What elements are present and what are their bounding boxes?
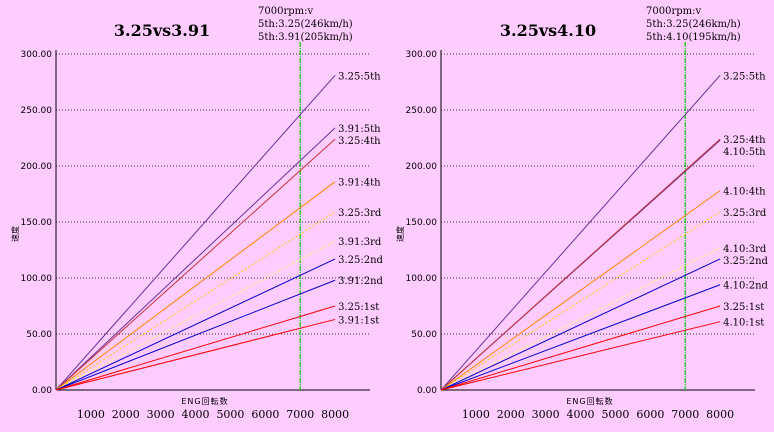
y-tick-label: 0.00 xyxy=(417,386,437,396)
series-label: 3.25:2nd xyxy=(338,255,383,266)
series-line xyxy=(440,321,721,391)
series-line xyxy=(55,305,336,391)
series-label: 3.25:5th xyxy=(338,71,381,82)
x-tick-label: 8000 xyxy=(706,408,734,421)
y-tick-label: 250.00 xyxy=(406,106,438,116)
y-tick-label: 150.00 xyxy=(21,218,53,228)
series-line xyxy=(440,138,721,391)
series-line xyxy=(440,190,721,391)
chart-annotation-line: 5th:4.10(195km/h) xyxy=(646,32,741,43)
series-line xyxy=(55,279,336,391)
x-tick-label: 5000 xyxy=(601,408,629,421)
series-label: 3.25:3rd xyxy=(723,208,767,219)
y-tick-label: 300.00 xyxy=(406,50,438,60)
series-line xyxy=(55,211,336,391)
chart-annotation-line: 7000rpm:v xyxy=(258,6,313,17)
chart-panel-2: 3.25vs4.10 7000rpm:v 5th:3.25(246km/h) 5th:… xyxy=(395,6,769,421)
series-label: 4.10:5th xyxy=(723,147,766,158)
x-tick-label: 1000 xyxy=(77,408,105,421)
series-line xyxy=(55,74,336,391)
y-tick-label: 100.00 xyxy=(21,274,53,284)
x-tick-label: 2000 xyxy=(497,408,525,421)
x-tick-label: 7000 xyxy=(671,408,699,421)
x-axis-label: ENG回転数 xyxy=(181,396,228,406)
y-tick-label: 150.00 xyxy=(406,218,438,228)
chart-annotation-line: 5th:3.25(246km/h) xyxy=(646,19,741,30)
series-line xyxy=(55,318,336,391)
x-tick-label: 4000 xyxy=(567,408,595,421)
series-label: 3.25:2nd xyxy=(723,256,768,267)
x-tick-label: 4000 xyxy=(182,408,210,421)
series-line xyxy=(440,74,721,391)
x-tick-label: 8000 xyxy=(321,408,349,421)
series-line xyxy=(55,127,336,391)
y-tick-label: 300.00 xyxy=(21,50,53,60)
series-line xyxy=(440,305,721,391)
series-line xyxy=(55,181,336,391)
chart-annotation-line: 5th:3.91(205km/h) xyxy=(258,32,353,43)
series-line xyxy=(440,211,721,391)
series-label: 3.91:1st xyxy=(338,315,379,326)
chart-annotation-line: 7000rpm:v xyxy=(646,6,701,17)
series-label: 3.25:3rd xyxy=(338,208,382,219)
series-label: 4.10:2nd xyxy=(723,281,768,292)
y-tick-label: 250.00 xyxy=(21,106,53,116)
y-axis-label: 速度 xyxy=(395,226,405,242)
y-tick-label: 0.00 xyxy=(32,386,52,396)
series-label: 4.10:1st xyxy=(723,318,764,329)
series-line xyxy=(440,247,721,391)
series-label: 3.25:1st xyxy=(338,302,379,313)
series-line xyxy=(55,138,336,391)
x-tick-label: 6000 xyxy=(251,408,279,421)
series-label: 3.25:5th xyxy=(723,71,766,82)
series-line xyxy=(440,284,721,391)
series-label: 4.10:3rd xyxy=(723,244,767,255)
x-tick-label: 3000 xyxy=(147,408,175,421)
series-label: 3.91:4th xyxy=(338,178,381,189)
x-axis-label: ENG回転数 xyxy=(566,396,613,406)
y-tick-label: 100.00 xyxy=(406,274,438,284)
chart-title: 3.25vs4.10 xyxy=(500,21,596,40)
chart-title: 3.25vs3.91 xyxy=(114,21,210,40)
y-tick-label: 50.00 xyxy=(411,330,437,340)
x-tick-label: 3000 xyxy=(532,408,560,421)
y-tick-label: 50.00 xyxy=(26,330,52,340)
chart-annotation-line: 5th:3.25(246km/h) xyxy=(258,19,353,30)
x-tick-label: 1000 xyxy=(462,408,490,421)
x-tick-label: 2000 xyxy=(112,408,140,421)
series-line xyxy=(440,258,721,391)
series-label: 3.25:4th xyxy=(338,136,381,147)
y-tick-label: 200.00 xyxy=(21,162,53,172)
series-label: 3.91:5th xyxy=(338,124,381,135)
series-label: 3.91:2nd xyxy=(338,276,383,287)
series-line xyxy=(55,240,336,391)
x-tick-label: 5000 xyxy=(216,408,244,421)
series-label: 3.25:4th xyxy=(723,135,766,146)
series-label: 4.10:4th xyxy=(723,187,766,198)
series-label: 3.25:1st xyxy=(723,302,764,313)
series-line xyxy=(55,258,336,391)
x-tick-label: 6000 xyxy=(636,408,664,421)
y-axis-label: 速度 xyxy=(10,226,20,242)
series-label: 3.91:3rd xyxy=(338,237,382,248)
chart-panel-1: 3.25vs3.91 7000rpm:v 5th:3.25(246km/h) 5th:… xyxy=(10,6,384,421)
y-tick-label: 200.00 xyxy=(406,162,438,172)
x-tick-label: 7000 xyxy=(286,408,314,421)
